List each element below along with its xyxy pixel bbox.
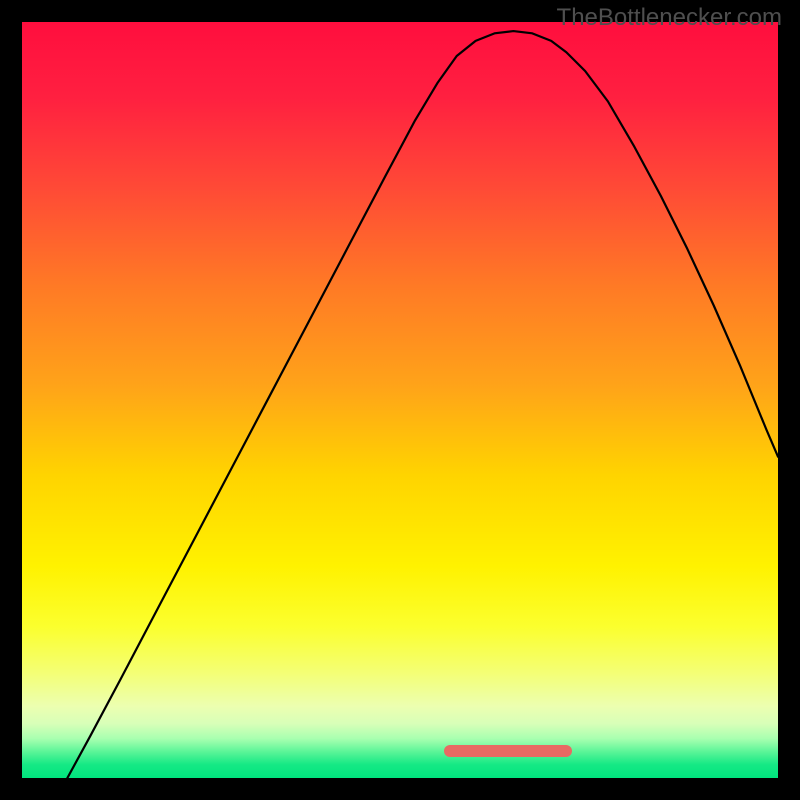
optimal-band [444,745,573,757]
plot-area [22,22,778,778]
curve-layer [22,22,778,778]
bottleneck-curve [67,31,778,778]
watermark-text: TheBottlenecker.com [557,4,782,32]
chart-stage: TheBottlenecker.com [0,0,800,800]
